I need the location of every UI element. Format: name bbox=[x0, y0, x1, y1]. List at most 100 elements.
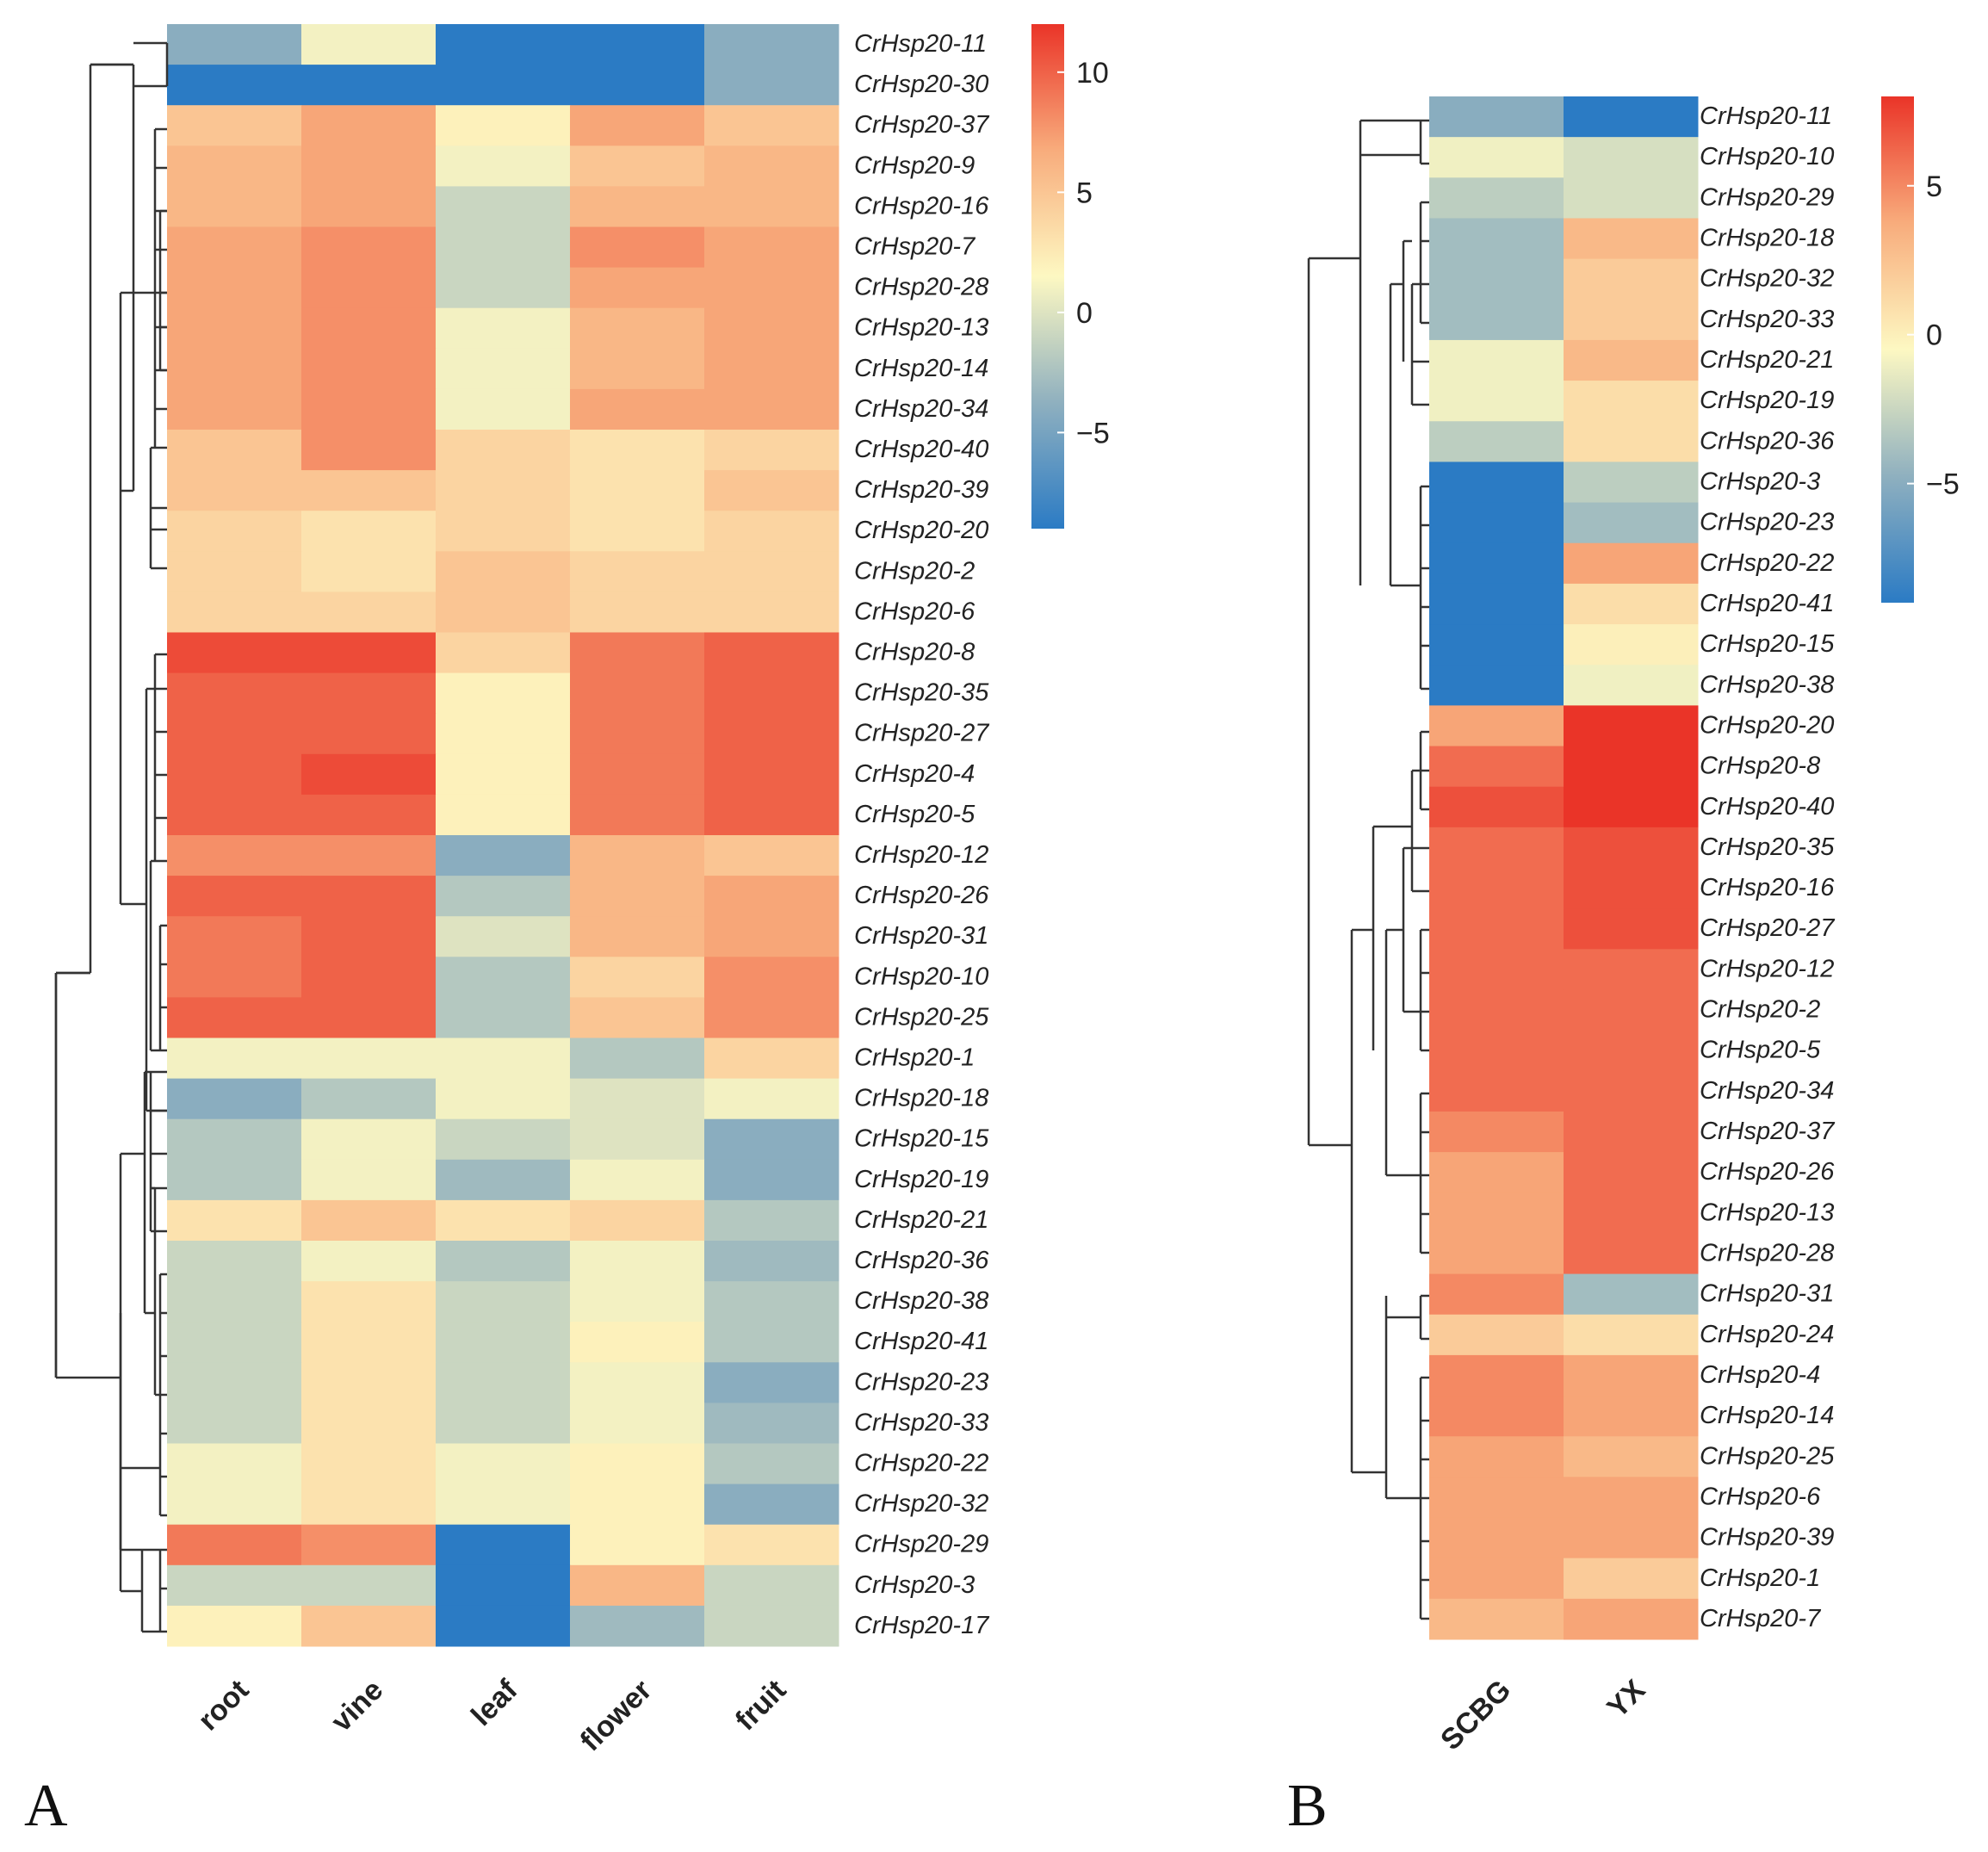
heatmap-b-row-label: CrHsp20-28 bbox=[1700, 1239, 1834, 1267]
heatmap-b-row-label: CrHsp20-12 bbox=[1700, 955, 1834, 982]
heatmap-a-cell-CrHsp20-11-root bbox=[167, 24, 302, 65]
heatmap-a-cell-CrHsp20-21-flower bbox=[570, 1199, 705, 1242]
heatmap-a-cell-CrHsp20-31-flower bbox=[570, 916, 705, 957]
heatmap-b-cell-CrHsp20-11-YX bbox=[1564, 96, 1699, 138]
heatmap-a-cell-CrHsp20-5-fruit bbox=[704, 794, 839, 836]
heatmap-a-cell-CrHsp20-15-vine bbox=[301, 1118, 437, 1161]
heatmap-a-cell-CrHsp20-30-fruit bbox=[704, 65, 839, 106]
heatmap-a-cell-CrHsp20-1-leaf bbox=[436, 1037, 571, 1080]
heatmap-a-row-label: CrHsp20-29 bbox=[854, 1531, 988, 1558]
heatmap-a-cell-CrHsp20-5-root bbox=[167, 794, 302, 836]
colorbar-a-tick-label: 0 bbox=[1076, 297, 1093, 330]
heatmap-a-cell-CrHsp20-12-flower bbox=[570, 835, 705, 876]
heatmap-a-cell-CrHsp20-3-leaf bbox=[436, 1564, 571, 1607]
heatmap-b-cell-CrHsp20-6-SCBG bbox=[1429, 1477, 1564, 1519]
heatmap-a-cell-CrHsp20-14-fruit bbox=[704, 348, 839, 390]
heatmap-b-row-label: CrHsp20-34 bbox=[1700, 1077, 1834, 1105]
heatmap-a-cell-CrHsp20-16-root bbox=[167, 186, 302, 227]
heatmap-b-row-label: CrHsp20-6 bbox=[1700, 1483, 1821, 1510]
heatmap-a-row-label: CrHsp20-20 bbox=[854, 517, 988, 544]
heatmap-a-column-label: leaf bbox=[465, 1673, 524, 1732]
heatmap-b-cell-CrHsp20-33-YX bbox=[1564, 299, 1699, 341]
heatmap-a-cell-CrHsp20-27-vine bbox=[301, 713, 437, 755]
heatmap-b-cell-CrHsp20-40-YX bbox=[1564, 786, 1699, 828]
heatmap-b-cell-CrHsp20-15-YX bbox=[1564, 624, 1699, 666]
heatmap-a-cell-CrHsp20-23-fruit bbox=[704, 1362, 839, 1403]
heatmap-b-row-label: CrHsp20-31 bbox=[1700, 1280, 1834, 1308]
heatmap-b-cell-CrHsp20-29-YX bbox=[1564, 177, 1699, 219]
heatmap-a-cell-CrHsp20-7-root bbox=[167, 226, 302, 269]
heatmap-a-cell-CrHsp20-33-root bbox=[167, 1403, 302, 1444]
heatmap-a-cell-CrHsp20-2-fruit bbox=[704, 551, 839, 592]
heatmap-a-cell-CrHsp20-12-fruit bbox=[704, 835, 839, 876]
heatmap-a-cell-CrHsp20-34-root bbox=[167, 388, 302, 430]
heatmap-b-cell-CrHsp20-23-SCBG bbox=[1429, 502, 1564, 544]
heatmap-a-cell-CrHsp20-11-flower bbox=[570, 24, 705, 65]
heatmap-a-cell-CrHsp20-3-root bbox=[167, 1564, 302, 1607]
heatmap-b-column-label: YX bbox=[1601, 1674, 1651, 1725]
heatmap-b-cell-CrHsp20-18-YX bbox=[1564, 218, 1699, 260]
heatmap-a-cell-CrHsp20-7-vine bbox=[301, 226, 437, 269]
heatmap-a-cell-CrHsp20-18-leaf bbox=[436, 1078, 571, 1120]
heatmap-a-cell-CrHsp20-20-leaf bbox=[436, 511, 571, 552]
heatmap-b-column-label: SCBG bbox=[1434, 1674, 1517, 1756]
heatmap-a-cell-CrHsp20-16-flower bbox=[570, 186, 705, 227]
heatmap-a-cell-CrHsp20-22-leaf bbox=[436, 1443, 571, 1485]
heatmap-a-cell-CrHsp20-10-vine bbox=[301, 957, 437, 998]
colorbar-b-gradient bbox=[1881, 96, 1914, 603]
heatmap-a-cell-CrHsp20-14-vine bbox=[301, 348, 437, 390]
heatmap-a-cell-CrHsp20-36-fruit bbox=[704, 1241, 839, 1282]
heatmap-a-cell-CrHsp20-35-fruit bbox=[704, 672, 839, 715]
heatmap-a-cell-CrHsp20-29-leaf bbox=[436, 1524, 571, 1566]
heatmap-a-cell-CrHsp20-19-fruit bbox=[704, 1159, 839, 1201]
colorbar-b: 5 0 −5 bbox=[1881, 96, 1960, 603]
heatmap-a-cell-CrHsp20-35-flower bbox=[570, 672, 705, 715]
heatmap-b-cell-CrHsp20-23-YX bbox=[1564, 502, 1699, 544]
heatmap-a-cell-CrHsp20-41-vine bbox=[301, 1322, 437, 1363]
heatmap-b-cell-CrHsp20-34-YX bbox=[1564, 1070, 1699, 1112]
heatmap-b-row-label: CrHsp20-39 bbox=[1700, 1524, 1834, 1552]
heatmap-b-row-label: CrHsp20-33 bbox=[1700, 306, 1834, 333]
heatmap-a-row-label: CrHsp20-22 bbox=[854, 1450, 988, 1477]
heatmap-b-cell-CrHsp20-2-SCBG bbox=[1429, 989, 1564, 1031]
heatmap-a-cell-CrHsp20-16-leaf bbox=[436, 186, 571, 227]
heatmap-a-cell-CrHsp20-11-vine bbox=[301, 24, 437, 65]
heatmap-a-cell-CrHsp20-26-leaf bbox=[436, 876, 571, 917]
heatmap-b-row-label: CrHsp20-19 bbox=[1700, 387, 1834, 414]
heatmap-a-cell-CrHsp20-18-fruit bbox=[704, 1078, 839, 1120]
colorbar-a: 10 5 0 −5 bbox=[1031, 24, 1110, 529]
heatmap-a-cell-CrHsp20-25-root bbox=[167, 997, 302, 1038]
heatmap-a-cell-CrHsp20-8-root bbox=[167, 632, 302, 674]
heatmap-a-row-label: CrHsp20-9 bbox=[854, 152, 975, 179]
heatmap-b-cell-CrHsp20-7-YX bbox=[1564, 1598, 1699, 1640]
heatmap-b-row-label: CrHsp20-24 bbox=[1700, 1321, 1834, 1348]
heatmap-a-row-label: CrHsp20-41 bbox=[854, 1328, 988, 1355]
heatmap-a-row-label: CrHsp20-34 bbox=[854, 395, 988, 423]
heatmap-a-cell-CrHsp20-12-leaf bbox=[436, 835, 571, 876]
heatmap-a-cell-CrHsp20-14-flower bbox=[570, 348, 705, 390]
heatmap-a-cell-CrHsp20-1-flower bbox=[570, 1037, 705, 1080]
heatmap-b-cell-CrHsp20-12-SCBG bbox=[1429, 949, 1564, 990]
heatmap-a-column-label: flower bbox=[574, 1674, 659, 1758]
colorbar-a-gradient bbox=[1031, 24, 1064, 529]
heatmap-b-row-label: CrHsp20-38 bbox=[1700, 671, 1834, 698]
heatmap-a-row-label: CrHsp20-39 bbox=[854, 476, 988, 504]
heatmap-b-cell-CrHsp20-35-SCBG bbox=[1429, 827, 1564, 869]
heatmap-a-row-label: CrHsp20-13 bbox=[854, 314, 988, 342]
heatmap-b-cell-CrHsp20-39-YX bbox=[1564, 1517, 1699, 1559]
heatmap-b-cell-CrHsp20-41-YX bbox=[1564, 583, 1699, 625]
heatmap-b-cell-CrHsp20-35-YX bbox=[1564, 827, 1699, 869]
heatmap-a-row-label: CrHsp20-5 bbox=[854, 801, 975, 828]
heatmap-b-cell-CrHsp20-36-YX bbox=[1564, 421, 1699, 462]
heatmap-a-cell-CrHsp20-17-flower bbox=[570, 1605, 705, 1647]
heatmap-a-cell-CrHsp20-2-leaf bbox=[436, 551, 571, 592]
heatmap-b-cell-CrHsp20-33-SCBG bbox=[1429, 299, 1564, 341]
heatmap-a-column-label: fruit bbox=[729, 1674, 793, 1737]
heatmap-b-cell-CrHsp20-26-SCBG bbox=[1429, 1152, 1564, 1193]
heatmap-a-row-label: CrHsp20-36 bbox=[854, 1247, 989, 1274]
heatmap-a-row-label: CrHsp20-15 bbox=[854, 1125, 989, 1153]
heatmap-b-cell-CrHsp20-22-SCBG bbox=[1429, 542, 1564, 585]
heatmap-a-cell-CrHsp20-38-leaf bbox=[436, 1281, 571, 1322]
heatmap-b-cell-CrHsp20-25-SCBG bbox=[1429, 1436, 1564, 1477]
